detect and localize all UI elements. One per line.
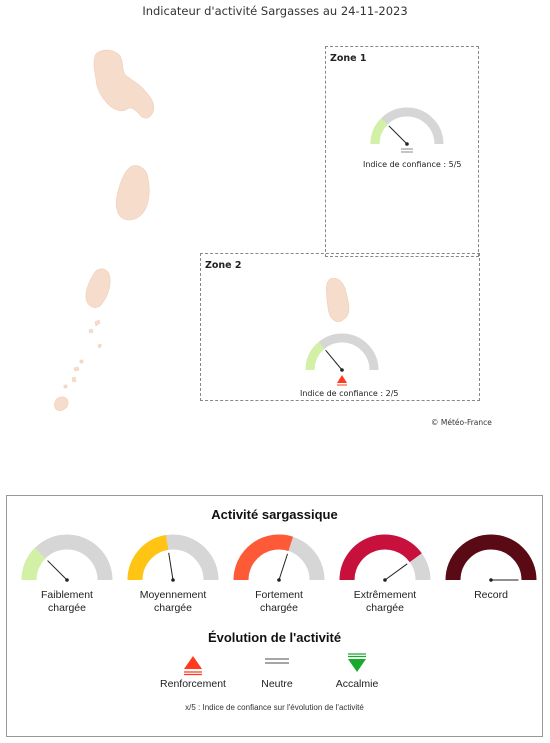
gauge-label-moyen: Moyennement chargée [139, 589, 207, 614]
gauge-track [370, 107, 444, 145]
gauge-label-faible: Faiblement chargée [41, 589, 93, 614]
renforcement-trend-icon [337, 375, 347, 383]
double-line-icon [265, 658, 289, 664]
gauge-extremement-chargee [339, 534, 431, 582]
map-title: Indicateur d'activité Sargasses au 24-11… [142, 4, 408, 18]
gauge-needle [388, 125, 408, 145]
island-grenadine [73, 366, 80, 372]
island-saint-lucia [85, 268, 111, 308]
gauge-level [370, 118, 388, 145]
zone-2-box: Zone 2 [200, 253, 480, 401]
gauge-track [305, 333, 379, 371]
triangle-up-icon [184, 656, 202, 676]
evolution-label-renforcement: Renforcement [160, 678, 226, 690]
zone-1-confidence: Indice de confiance : 5/5 [363, 160, 462, 169]
gauge-record [445, 534, 537, 582]
island-grenadine [71, 376, 77, 383]
legend-panel: Activité sargassique Faiblement chargée M… [6, 495, 543, 737]
island-grenadine [94, 319, 101, 327]
zone-2-gauge [305, 333, 379, 386]
gauge-needle [384, 563, 408, 581]
gauge-fortement-chargee [233, 534, 325, 582]
gauge-label-fort: Fortement chargée [255, 589, 303, 614]
gauge-faiblement-chargee [21, 534, 113, 582]
island-grenadine [97, 343, 102, 349]
island-barbados [326, 277, 350, 322]
zone-1-label: Zone 1 [330, 53, 367, 64]
gauge-level [21, 547, 46, 581]
copyright: © Météo-France [431, 418, 492, 427]
map-canvas [54, 49, 350, 411]
activity-legend-title: Activité sargassique [211, 507, 338, 522]
island-grenadine [63, 384, 68, 389]
gauge-level [305, 341, 325, 371]
gauge-pivot [489, 578, 493, 582]
zone-1-gauge [370, 107, 444, 153]
gauge-needle [278, 553, 288, 581]
gauge-level [445, 534, 537, 581]
gauge-moyennement-chargee [127, 534, 219, 582]
gauge-pivot [405, 142, 409, 146]
gauge-level [127, 535, 169, 581]
zone-2-confidence: Indice de confiance : 2/5 [300, 389, 399, 398]
confidence-note: x/5 : Indice de confiance sur l'évolutio… [185, 703, 364, 712]
zone-2-label: Zone 2 [205, 260, 242, 271]
gauge-level [233, 534, 294, 581]
gauge-pivot [277, 578, 281, 582]
gauge-pivot [171, 578, 175, 582]
evolution-label-neutre: Neutre [261, 678, 293, 690]
gauge-needle [47, 560, 68, 581]
gauge-pivot [383, 578, 387, 582]
gauge-level [339, 534, 422, 581]
gauge-pivot [340, 368, 344, 372]
gauge-label-record: Record [474, 589, 508, 601]
evolution-label-accalmie: Accalmie [335, 678, 379, 690]
gauge-needle [168, 552, 174, 581]
island-guadeloupe [93, 49, 155, 119]
island-grenada [54, 396, 69, 411]
island-dominica [115, 165, 150, 221]
island-grenadine [79, 359, 84, 364]
island-grenadine [88, 328, 94, 334]
gauge-pivot [65, 578, 69, 582]
triangle-down-icon [348, 653, 366, 672]
gauge-needle [325, 349, 343, 371]
evolution-legend-title: Évolution de l'activité [207, 630, 342, 645]
gauge-label-extreme: Extrêmement chargée [353, 589, 417, 614]
zone-1-box: Zone 1 [325, 46, 479, 257]
